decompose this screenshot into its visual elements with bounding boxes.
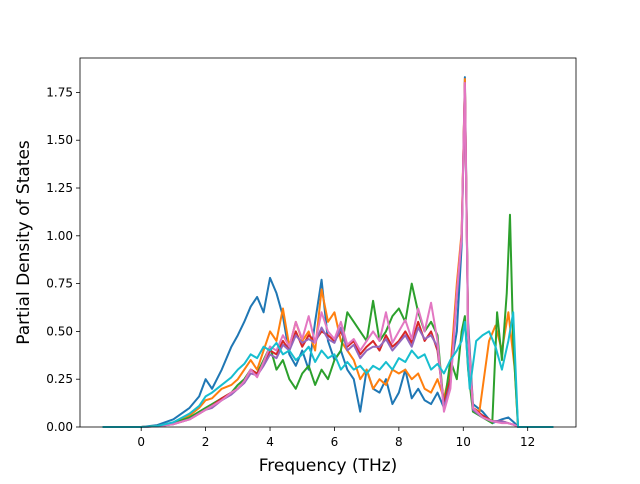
y-tick-label: 0.75 [46,277,73,291]
x-tick-label: 4 [266,435,274,449]
series-line-3 [102,213,554,428]
y-tick-label: 1.00 [46,229,73,243]
series-line-6 [102,81,554,428]
series-line-7 [102,311,554,428]
x-tick-label: 2 [202,435,210,449]
y-tick-label: 1.25 [46,181,73,195]
series-layer [102,76,554,428]
axes-frame [79,57,577,428]
x-tick-label: 12 [520,435,535,449]
y-tick-label: 0.50 [46,324,73,338]
x-ticks: 0 2 4 6 8 10 12 [137,427,535,449]
x-tick-label: 0 [137,435,145,449]
y-tick-label: 1.75 [46,85,73,99]
x-axis-label: Frequency (THz) [259,456,398,476]
x-tick-label: 10 [456,435,471,449]
y-tick-label: 0.00 [46,420,73,434]
y-ticks: 0.00 0.25 0.50 0.75 1.00 1.25 1.50 1.75 [46,85,80,434]
x-tick-label: 6 [331,435,339,449]
series-line-2 [102,78,554,428]
series-line-4 [102,81,554,428]
y-tick-label: 0.25 [46,372,73,386]
x-tick-label: 8 [395,435,403,449]
y-axis-label: Partial Density of States [14,140,34,345]
series-line-5 [102,85,554,428]
y-tick-label: 1.50 [46,133,73,147]
series-line-1 [102,76,554,428]
